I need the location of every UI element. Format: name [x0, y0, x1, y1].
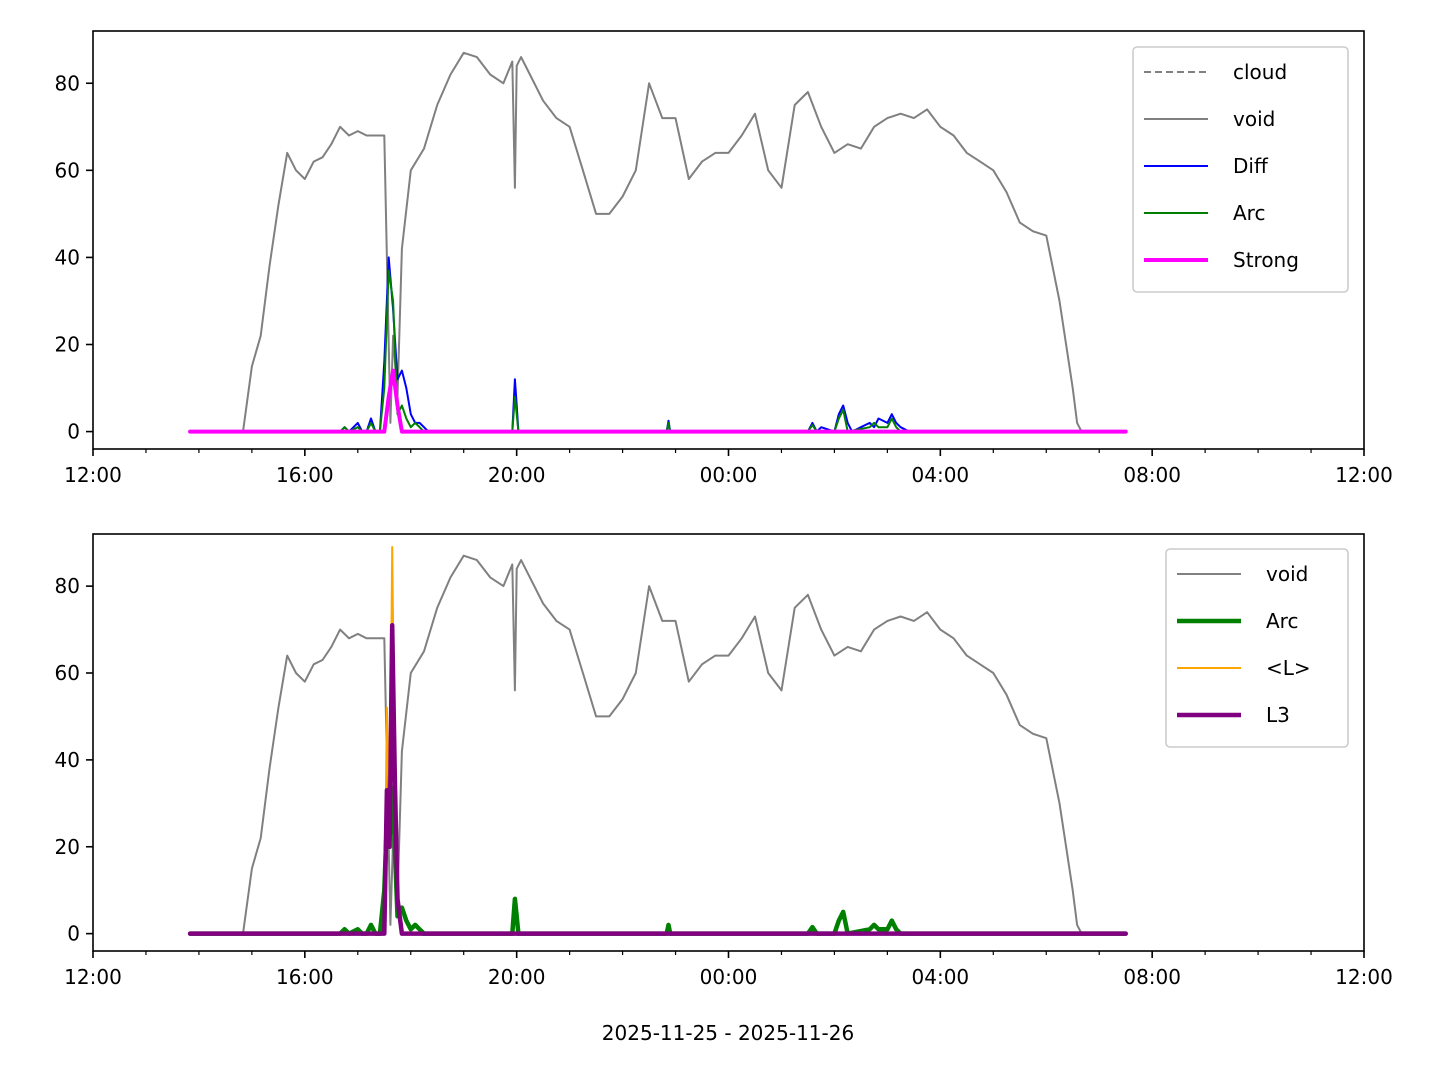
legend-label-l: <L>: [1266, 656, 1311, 680]
x-tick-label: 04:00: [912, 965, 970, 989]
legend-label-arc: Arc: [1266, 609, 1298, 633]
y-tick-label: 60: [55, 661, 80, 685]
x-tick-label: 20:00: [488, 463, 546, 487]
series-line-arc: [189, 269, 1127, 433]
y-tick-label: 20: [55, 835, 80, 859]
x-tick-label: 12:00: [1335, 965, 1393, 989]
x-tick-label: 08:00: [1123, 463, 1181, 487]
series-line-l3: [187, 622, 1128, 936]
series-line-strong: [188, 368, 1128, 434]
y-tick-label: 40: [55, 748, 80, 772]
plot-area: [187, 546, 1128, 936]
y-tick-label: 0: [67, 922, 80, 946]
legend-label-arc: Arc: [1233, 201, 1265, 225]
legend-label-void: void: [1233, 107, 1275, 131]
legend-box: [1165, 548, 1349, 748]
legend: cloud void Diff Arc Strong: [1132, 46, 1349, 293]
legend-label-void: void: [1266, 562, 1308, 586]
x-tick-label: 16:00: [276, 965, 334, 989]
bottom-subplot: 0 20 40 60 80 12:00 16:00 20:00 00:00 04:00 08:00 1…: [55, 533, 1393, 989]
x-tick-label: 12:00: [64, 463, 122, 487]
legend-label-cloud: cloud: [1233, 60, 1287, 84]
x-tick-label: 12:00: [1335, 463, 1393, 487]
y-tick-label: 60: [55, 158, 80, 182]
legend-label-diff: Diff: [1233, 154, 1269, 178]
x-tick-label: 00:00: [700, 463, 758, 487]
series-line-void: [189, 51, 1127, 433]
y-tick-label: 0: [67, 420, 80, 444]
x-tick-label: 20:00: [488, 965, 546, 989]
y-tick-label: 80: [55, 574, 80, 598]
x-tick-label: 16:00: [276, 463, 334, 487]
series-line-void: [189, 554, 1127, 935]
legend-box: [1132, 46, 1349, 293]
series-line-arc: [187, 770, 1128, 936]
x-tick-label: 12:00: [64, 965, 122, 989]
plot-area: [188, 51, 1128, 434]
top-subplot: 0 20 40 60 80 12:00 16:00 20:00 00:00 04:00 08:00 1…: [55, 30, 1393, 487]
legend: void Arc <L> L3: [1165, 548, 1349, 748]
x-tick-label: 08:00: [1123, 965, 1181, 989]
x-tick-label: 00:00: [700, 965, 758, 989]
x-axis-label: 2025-11-25 - 2025-11-26: [602, 1021, 854, 1045]
legend-label-strong: Strong: [1233, 248, 1299, 272]
y-tick-label: 80: [55, 71, 80, 95]
x-tick-label: 04:00: [912, 463, 970, 487]
y-tick-label: 20: [55, 333, 80, 357]
y-tick-label: 40: [55, 245, 80, 269]
legend-label-l3: L3: [1266, 703, 1290, 727]
